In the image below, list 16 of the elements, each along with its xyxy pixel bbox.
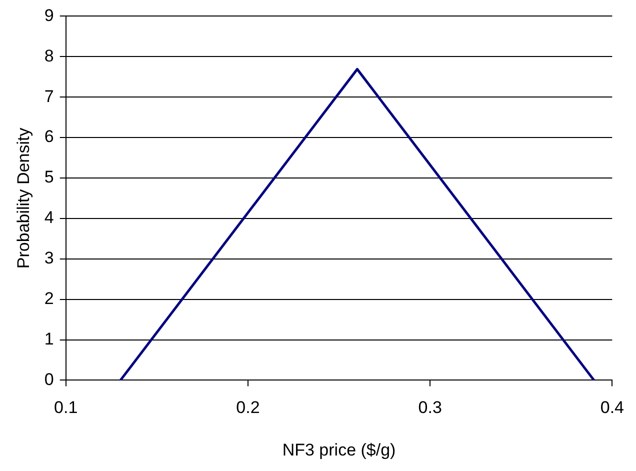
x-tick-label: 0.1 — [54, 398, 78, 418]
y-axis-title: Probability Density — [14, 127, 33, 269]
y-tick-label: 8 — [44, 46, 54, 66]
y-tick-label: 1 — [44, 329, 54, 348]
y-tick-label: 6 — [44, 127, 54, 146]
x-tick-label: 0.4 — [600, 398, 624, 418]
y-tick-label: 5 — [44, 168, 54, 187]
y-tick-label: 3 — [44, 248, 54, 268]
y-tick-label: 9 — [44, 6, 54, 25]
x-axis-title: NF3 price ($/g) — [282, 440, 396, 460]
y-tick-label: 4 — [44, 208, 54, 228]
y-tick-label: 0 — [44, 370, 54, 389]
x-tick-label: 0.2 — [236, 398, 260, 418]
x-tick-label: 0.3 — [418, 398, 442, 418]
y-tick-label: 2 — [44, 289, 54, 308]
y-tick-label: 7 — [44, 86, 54, 106]
